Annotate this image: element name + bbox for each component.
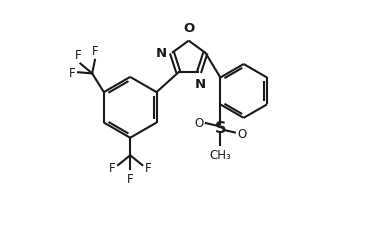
Text: N: N <box>195 78 206 91</box>
Text: F: F <box>69 66 75 79</box>
Text: O: O <box>237 127 247 140</box>
Text: O: O <box>194 116 204 129</box>
Text: F: F <box>109 162 116 175</box>
Text: O: O <box>183 22 194 35</box>
Text: F: F <box>92 45 98 58</box>
Text: S: S <box>215 121 226 136</box>
Text: F: F <box>75 49 82 62</box>
Text: CH₃: CH₃ <box>209 148 231 161</box>
Text: N: N <box>156 47 167 60</box>
Text: F: F <box>127 172 134 185</box>
Text: F: F <box>145 162 151 175</box>
